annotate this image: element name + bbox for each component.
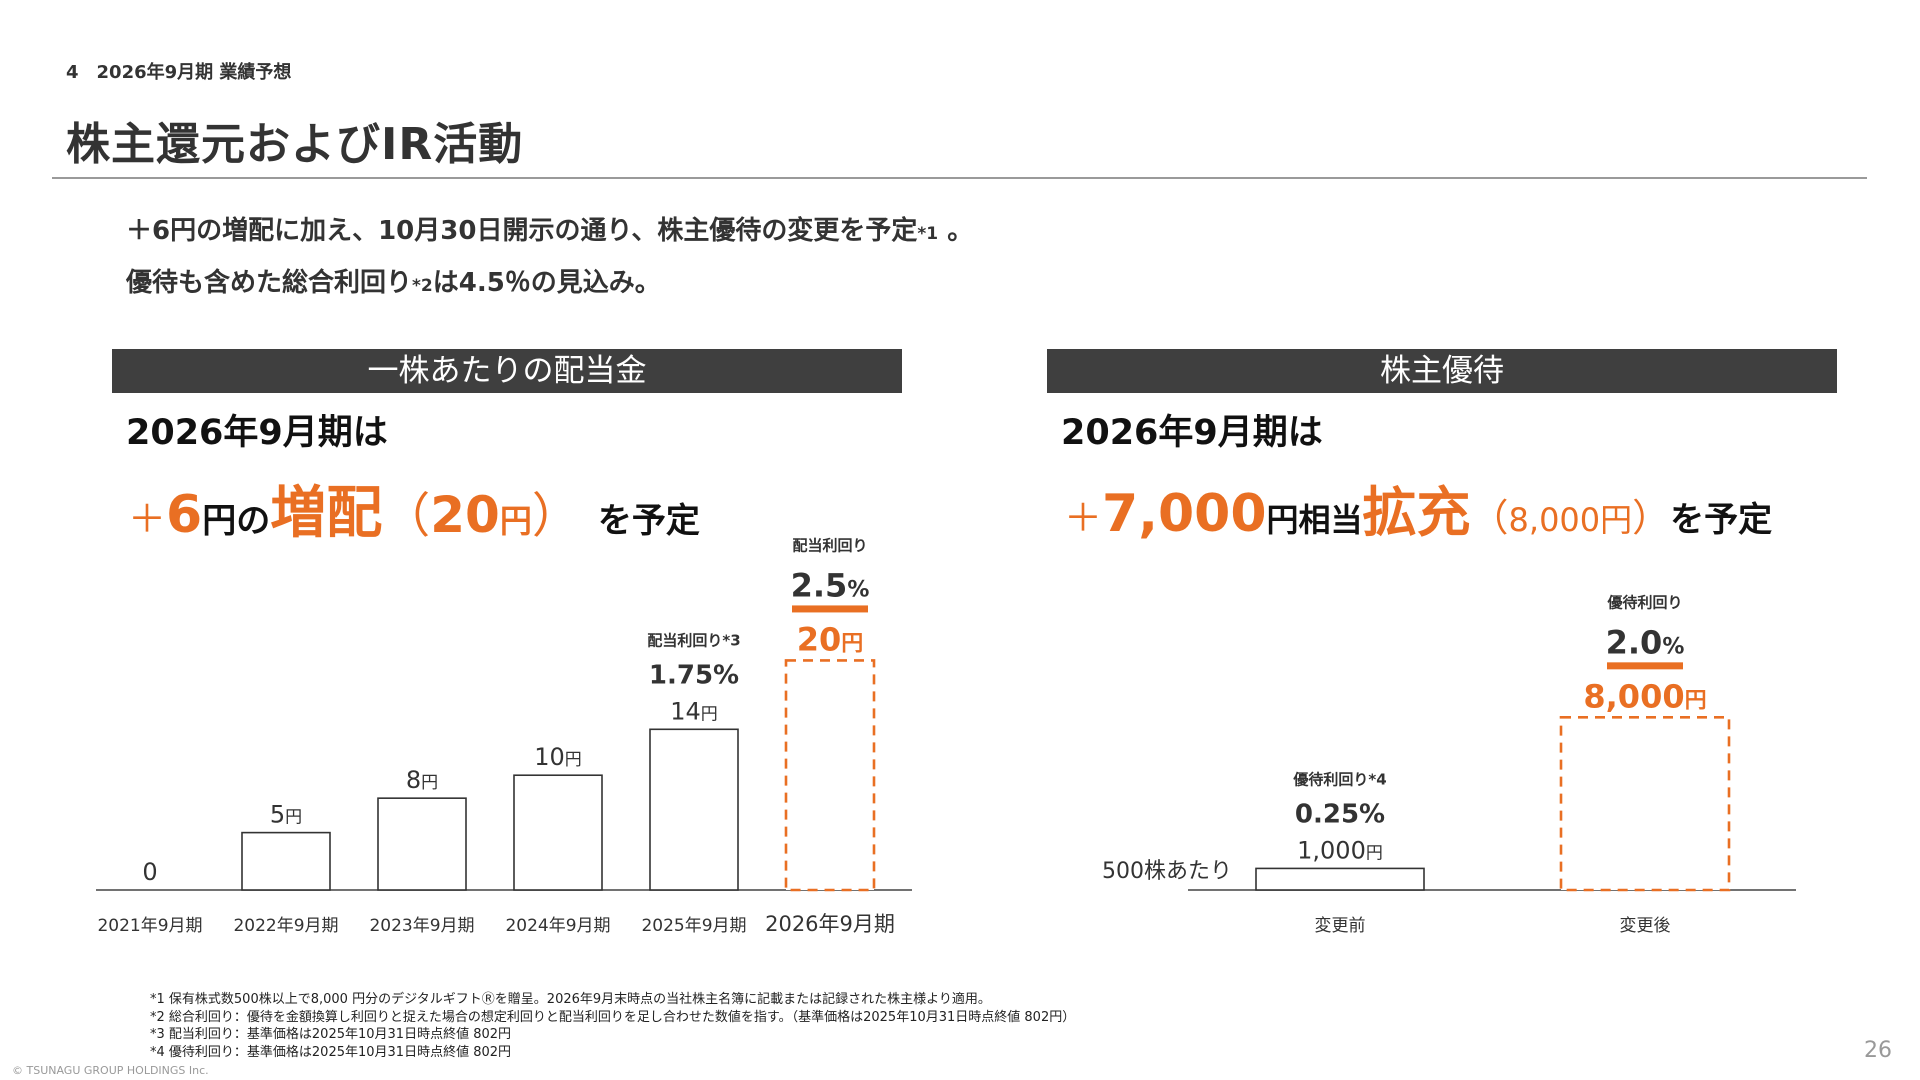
benefit-paren-close: ）	[1632, 496, 1671, 540]
page-title: 株主還元およびIR活動	[66, 119, 524, 170]
dividend-category-label-2: 2022年9月期	[233, 916, 338, 936]
copyright: © TSUNAGU GROUP HOLDINGS Inc.	[12, 1064, 209, 1077]
footnote-1: *1 保有株式数500株以上で8,000 円分のデジタルギフトⓇを贈呈。2026…	[150, 992, 991, 1007]
lead-line-2: 優待も含めた総合利回り*2は4.5％の見込み。	[126, 262, 661, 299]
dividend-yield-value-5: 1.75%	[649, 660, 739, 690]
benefit-category-label-2: 変更後	[1620, 916, 1671, 936]
dividend-increase-amount: 6	[166, 485, 203, 545]
footnote-2: *2 総合利回り：優待を金額換算し利回りと捉えた場合の想定利回りと配当利回りを足…	[150, 1009, 1076, 1025]
dividend-bar-3	[377, 797, 467, 891]
dividend-bar-6	[784, 659, 876, 892]
dividend-paren-close: ）	[531, 488, 580, 544]
dividend-yield-value-6: 2.5%	[791, 566, 870, 604]
dividend-category-label-3: 2023年9月期	[369, 916, 474, 936]
benefit-value-label-2: 8,000円	[1583, 677, 1706, 715]
dividend-panel-header: 一株あたりの配当金	[112, 349, 902, 393]
benefit-panel-header: 株主優待	[1047, 349, 1837, 393]
section-label: 4 2026年9月期 業績予想	[66, 62, 292, 83]
footnote-4: *4 優待利回り：基準価格は2025年10月31日時点終値 802円	[150, 1044, 512, 1060]
dividend-new-yen: 円	[499, 502, 532, 540]
dividend-category-label-5: 2025年9月期	[641, 916, 746, 936]
dividend-category-label-6: 2026年9月期	[765, 912, 895, 936]
dividend-bar-5	[649, 728, 739, 891]
benefit-plus: ＋	[1064, 496, 1103, 540]
benefit-yield-label-2: 優待利回り	[1606, 593, 1682, 611]
lead-line-1-text: ＋6円の増配に加え、10月30日開示の通り、株主優待の変更を予定	[126, 216, 918, 246]
benefit-yield-underline-2	[1607, 662, 1683, 670]
dividend-yield-label-5: 配当利回り*3	[647, 631, 740, 649]
dividend-headline: ＋6円の増配（20円） を予定	[128, 468, 700, 549]
lead-line-2-text: 優待も含めた総合利回り	[126, 268, 413, 298]
dividend-bar-4	[513, 774, 603, 891]
benefit-keyword: 拡充	[1362, 481, 1471, 544]
footnote-ref-2: *2	[412, 276, 433, 296]
dividend-value-label-6: 20円	[797, 620, 864, 658]
benefit-bar-1	[1255, 867, 1425, 891]
lead-line-2-end: は4.5％の見込み。	[432, 268, 661, 298]
dividend-value-label-3: 8円	[406, 766, 438, 794]
footnote-ref-1: *1	[917, 224, 939, 244]
benefit-new-amount: 8,000円	[1508, 501, 1633, 539]
dividend-plus: ＋	[128, 497, 167, 541]
benefit-period: 2026年9月期は	[1061, 413, 1323, 453]
dividend-value-label-4: 10円	[534, 743, 582, 771]
lead-line-1: ＋6円の増配に加え、10月30日開示の通り、株主優待の変更を予定*1 。	[126, 210, 973, 247]
dividend-paren-open: （	[382, 488, 431, 544]
benefit-yield-value-1: 0.25%	[1295, 799, 1385, 829]
dividend-yield-underline-6	[792, 605, 868, 613]
footnote-3: *3 配当利回り：基準価格は2025年10月31日時点終値 802円	[150, 1027, 512, 1042]
dividend-new-amount: 20	[430, 486, 500, 544]
benefit-increase-amount: 7,000	[1102, 484, 1267, 544]
benefit-yen-equiv: 円相当	[1266, 501, 1363, 539]
dividend-value-label-2: 5円	[270, 801, 302, 829]
dividend-no: の	[236, 501, 271, 541]
dividend-suffix: を予定	[597, 501, 700, 541]
benefit-headline: ＋7,000円相当拡充（8,000円）を予定	[1064, 468, 1772, 547]
benefit-bar-2	[1559, 716, 1731, 892]
dividend-value-label-1: 0	[142, 858, 157, 886]
benefit-yield-value-2: 2.0%	[1606, 623, 1685, 661]
benefit-y-label: 500株あたり	[1102, 859, 1232, 884]
page-number: 26	[1864, 1038, 1892, 1063]
dividend-bar-2	[241, 831, 331, 891]
benefit-yield-label-1: 優待利回り*4	[1292, 770, 1386, 788]
benefit-suffix: を予定	[1670, 500, 1773, 540]
dividend-yield-label-6: 配当利回り	[792, 536, 867, 554]
dividend-category-label-1: 2021年9月期	[97, 916, 202, 936]
benefit-paren-open: （	[1470, 496, 1509, 540]
title-divider	[52, 177, 1867, 179]
benefit-category-label-1: 変更前	[1315, 916, 1366, 936]
dividend-keyword: 増配	[270, 481, 383, 546]
dividend-category-label-4: 2024年9月期	[505, 916, 610, 936]
footnotes: *1 保有株式数500株以上で8,000 円分のデジタルギフトⓇを贈呈。2026…	[150, 991, 1075, 1061]
benefit-value-label-1: 1,000円	[1297, 836, 1383, 864]
lead-line-1-end: 。	[938, 216, 974, 246]
dividend-value-label-5: 14円	[670, 697, 718, 725]
dividend-period: 2026年9月期は	[126, 413, 388, 453]
dividend-yen: 円	[202, 501, 237, 541]
